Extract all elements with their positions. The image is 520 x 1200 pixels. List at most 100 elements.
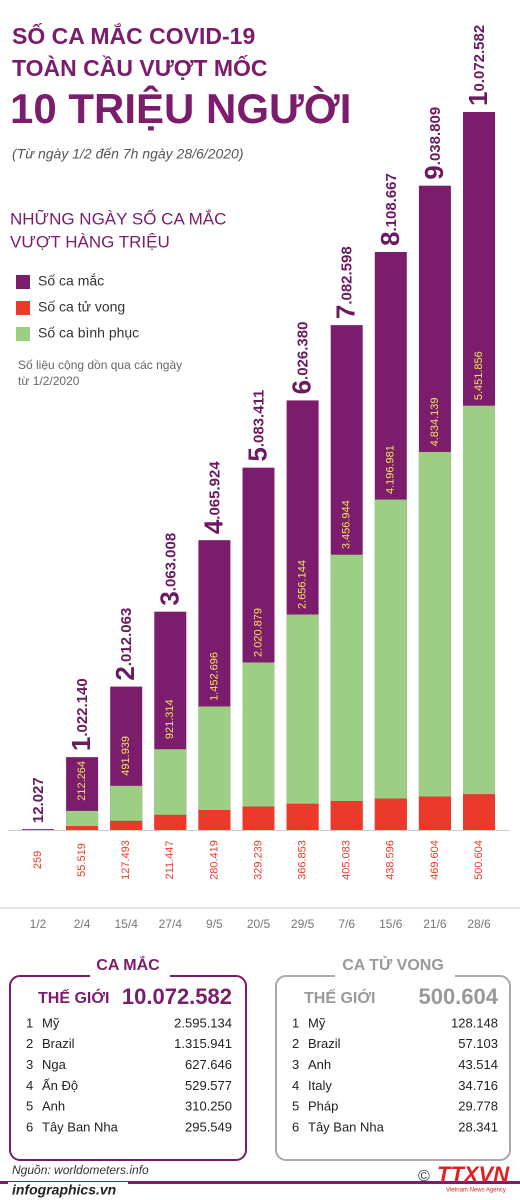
bar-recovered (374, 499, 407, 799)
x-tick-label: 15/4 (115, 917, 139, 931)
row-country: Mỹ (308, 1015, 326, 1030)
row-value: 128.148 (451, 1015, 498, 1030)
site: infographics.vn (12, 1182, 116, 1198)
bar-deaths (286, 803, 319, 830)
row-country: Tây Ban Nha (42, 1119, 119, 1134)
bar-recovered (198, 706, 231, 811)
row-value: 43.514 (458, 1057, 498, 1072)
row-country: Anh (308, 1057, 331, 1072)
row-rank: 4 (26, 1078, 33, 1093)
x-tick-label: 9/5 (206, 917, 223, 931)
row-value: 34.716 (458, 1078, 498, 1093)
x-tick-label: 7/6 (338, 917, 355, 931)
legend-swatch (16, 327, 30, 341)
deaths-label: 55.519 (76, 843, 88, 877)
chart-title: NHỮNG NGÀY SỐ CA MẮC (10, 208, 226, 228)
row-value: 28.341 (458, 1119, 498, 1134)
bar-deaths (463, 794, 495, 830)
cases-label: 9.038.809 (419, 107, 449, 180)
table-title: CA MẮC (96, 955, 160, 974)
cases-label: 10.072.582 (463, 25, 493, 106)
bar-recovered (330, 554, 363, 802)
recovered-label: 4.196.981 (385, 445, 397, 494)
world-label: THẾ GIỚI (304, 988, 375, 1007)
row-rank: 1 (292, 1015, 299, 1030)
recovered-label: 2.656.144 (297, 560, 309, 609)
legend-swatch (16, 301, 30, 315)
cases-label: 8.108.667 (375, 173, 405, 246)
legend-label: Số ca mắc (38, 273, 104, 289)
row-country: Anh (42, 1099, 65, 1114)
subtitle: (Từ ngày 1/2 đến 7h ngày 28/6/2020) (12, 146, 243, 162)
footer-line (0, 1181, 520, 1184)
table-title-bg (90, 956, 170, 978)
row-rank: 2 (26, 1036, 33, 1051)
bar-deaths (66, 826, 99, 830)
recovered-label: 491.939 (120, 736, 132, 776)
table-title: CA TỬ VONG (342, 955, 444, 974)
bar-recovered (418, 451, 451, 797)
bar-deaths (242, 806, 275, 830)
world-value: 500.604 (418, 984, 498, 1009)
row-country: Pháp (308, 1099, 338, 1114)
row-value: 2.595.134 (174, 1015, 232, 1030)
row-value: 29.778 (458, 1099, 498, 1114)
title-main: 10 TRIỆU NGƯỜI (10, 84, 351, 132)
cases-label: 12.027 (30, 777, 47, 823)
row-rank: 3 (292, 1057, 299, 1072)
row-rank: 5 (292, 1099, 299, 1114)
row-country: Brazil (42, 1036, 75, 1051)
row-rank: 4 (292, 1078, 299, 1093)
row-value: 310.250 (185, 1099, 232, 1114)
x-tick-label: 27/4 (159, 917, 183, 931)
row-country: Italy (308, 1078, 332, 1093)
recovered-label: 2.020.879 (252, 608, 264, 657)
source: Nguồn: worldometers.info (12, 1163, 149, 1177)
agency-logo: TTXVN (437, 1162, 510, 1187)
title-line: TOÀN CẦU VƯỢT MỐC (12, 54, 268, 81)
row-country: Tây Ban Nha (308, 1119, 385, 1134)
recovered-label: 5.451.856 (473, 351, 485, 400)
deaths-label: 366.853 (297, 840, 309, 880)
row-rank: 1 (26, 1015, 33, 1030)
chart-title: VƯỢT HÀNG TRIỆU (10, 232, 170, 251)
cases-label: 5.083.411 (242, 390, 272, 462)
bar-deaths (198, 810, 231, 830)
row-rank: 5 (26, 1099, 33, 1114)
row-value: 529.577 (185, 1078, 232, 1093)
bar-deaths (154, 814, 187, 830)
bar-cases (22, 829, 54, 830)
bar-recovered (154, 749, 187, 815)
bar-recovered (242, 662, 275, 807)
row-country: Mỹ (42, 1015, 60, 1030)
row-value: 1.315.941 (174, 1036, 232, 1051)
annotation: từ 1/2/2020 (18, 374, 80, 388)
legend-label: Số ca tử vong (38, 299, 125, 315)
legend-label: Số ca bình phục (38, 325, 139, 341)
cases-label: 4.065.924 (198, 461, 228, 535)
agency-sub: Vietnam News Agency (446, 1188, 506, 1194)
recovered-label: 212.264 (76, 761, 88, 801)
annotation: Số liệu cộng dồn qua các ngày (18, 358, 182, 372)
bar-recovered (110, 785, 143, 821)
deaths-label: 438.596 (385, 840, 397, 880)
deaths-label: 469.604 (429, 840, 441, 880)
deaths-label: 259 (32, 851, 44, 869)
x-tick-label: 28/6 (467, 917, 491, 931)
recovered-label: 3.456.944 (341, 500, 353, 549)
bar-recovered (66, 810, 99, 827)
row-country: Ấn Độ (42, 1078, 78, 1093)
row-rank: 6 (26, 1119, 33, 1134)
copyright-icon: © (418, 1168, 430, 1185)
legend-swatch (16, 275, 30, 289)
cases-label: 3.063.008 (154, 533, 184, 606)
bar-deaths (418, 796, 451, 830)
x-tick-label: 29/5 (291, 917, 315, 931)
bar-deaths (374, 798, 407, 830)
site-bg (8, 1182, 128, 1200)
recovered-label: 4.834.139 (429, 397, 441, 446)
deaths-label: 500.604 (473, 840, 485, 880)
deaths-label: 127.493 (120, 840, 132, 880)
row-rank: 3 (26, 1057, 33, 1072)
recovered-label: 921.314 (164, 699, 176, 739)
